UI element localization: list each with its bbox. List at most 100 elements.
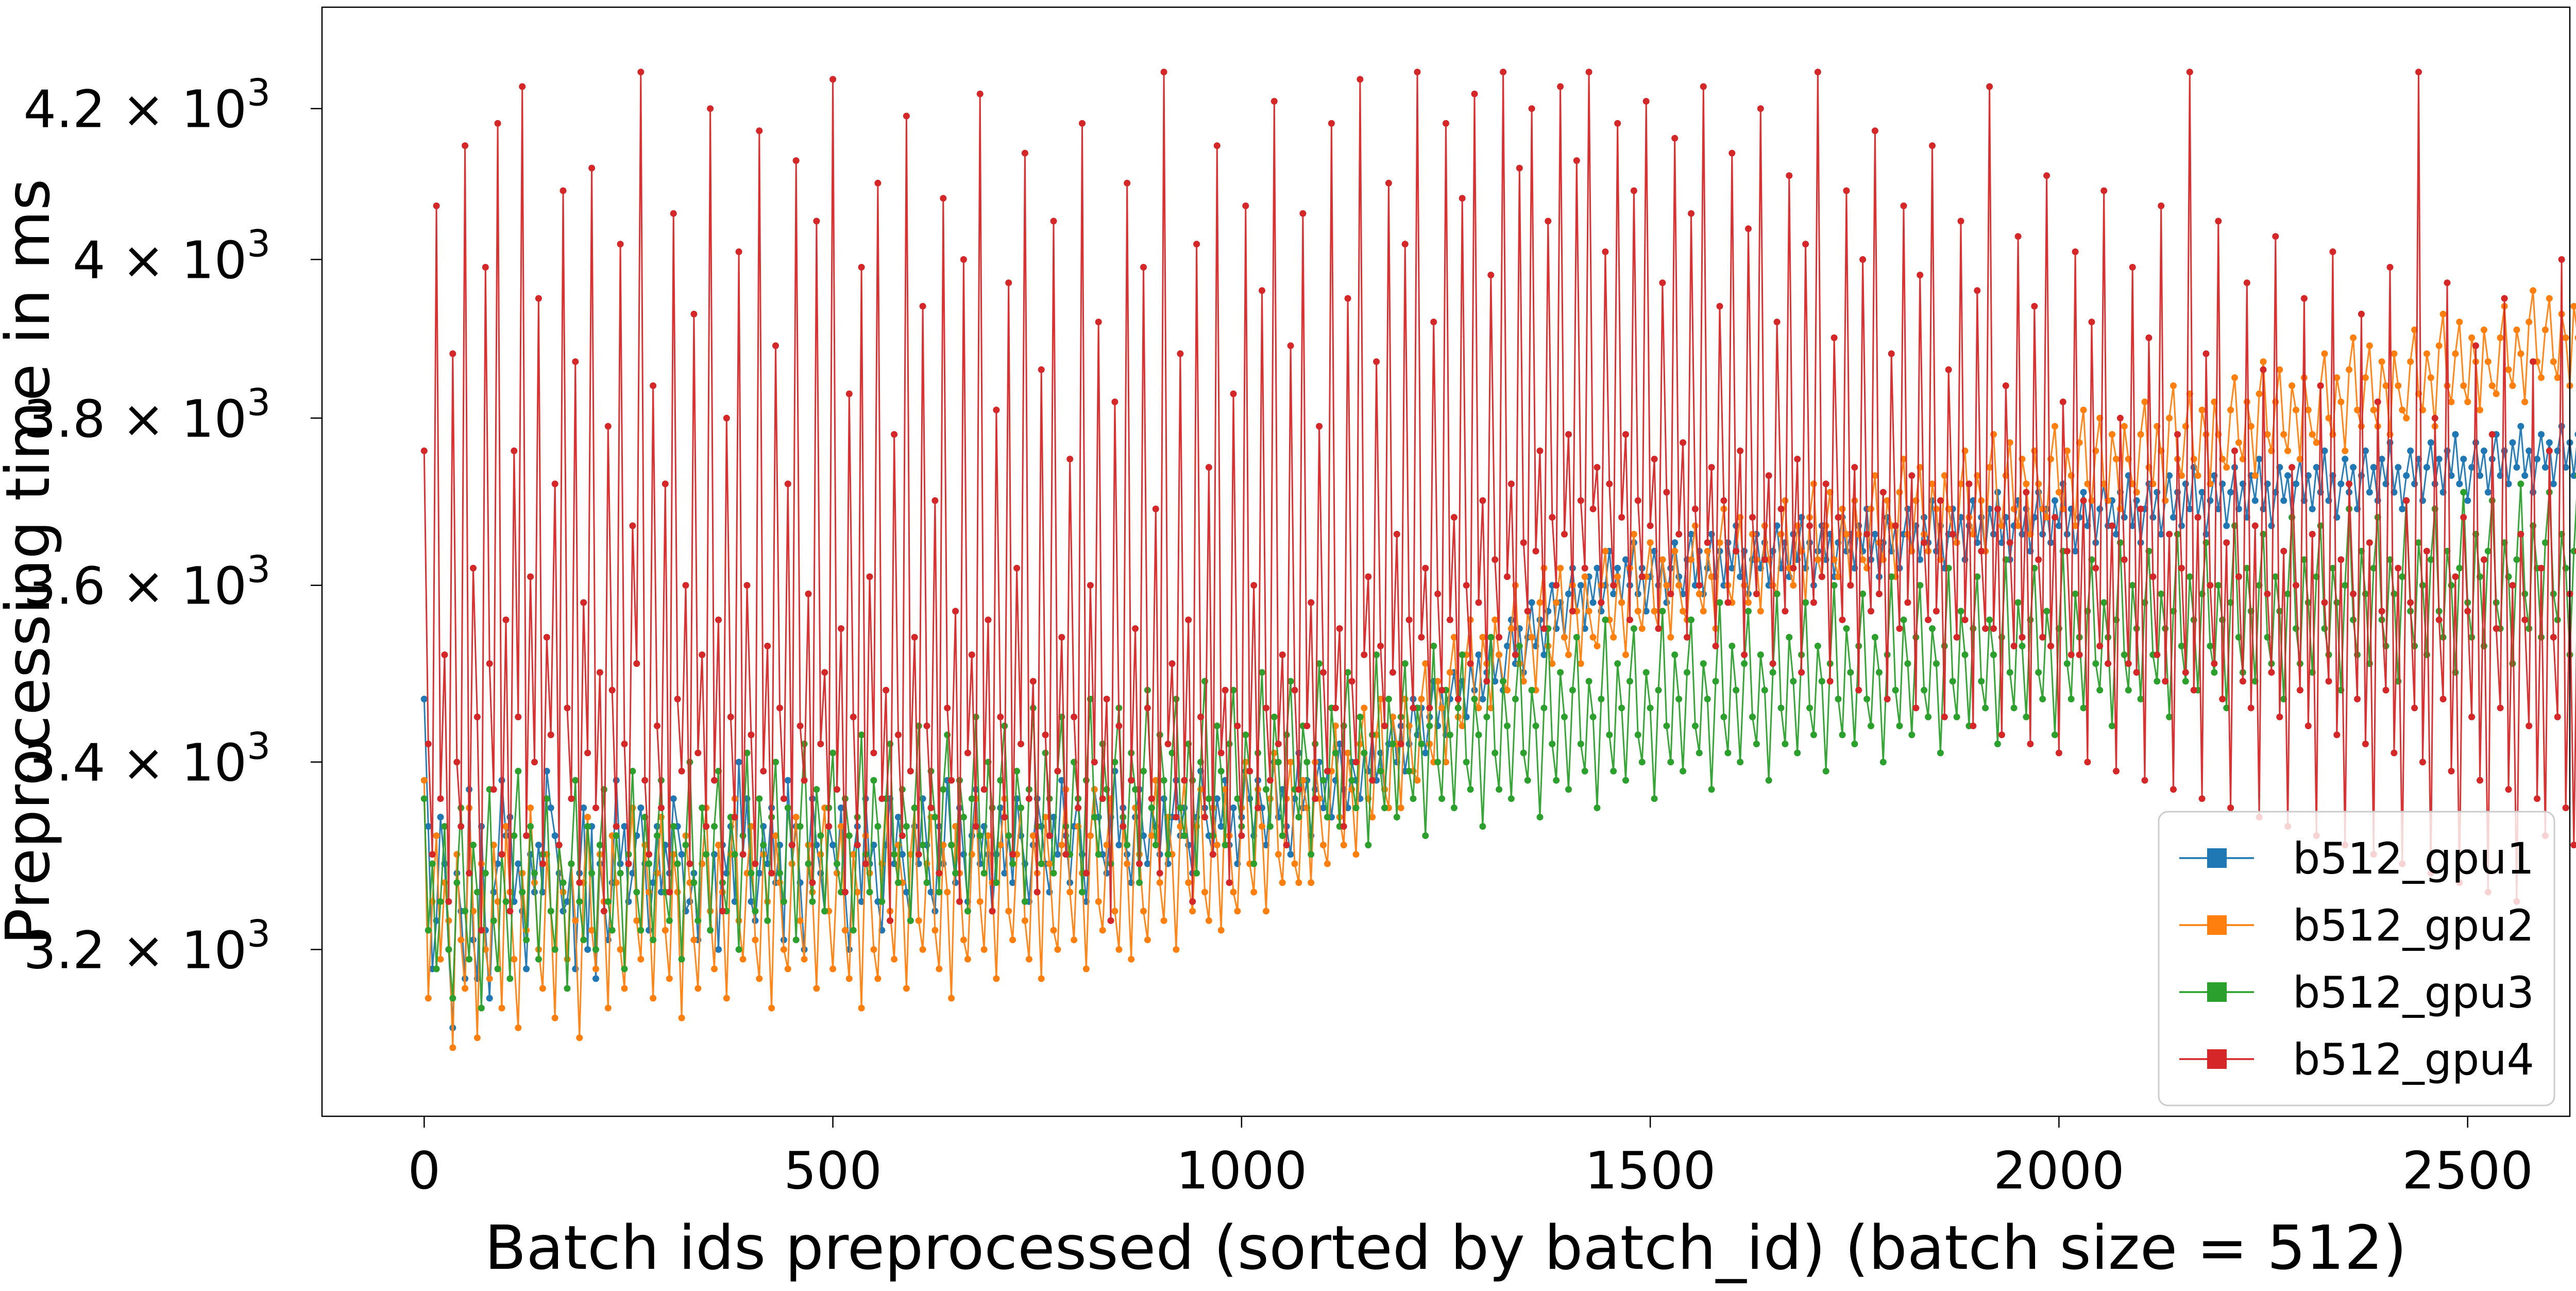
data-point: [2243, 398, 2250, 406]
data-point: [2129, 582, 2136, 589]
legend-item-b512_gpu2: b512_gpu2: [2179, 900, 2534, 951]
data-point: [1557, 564, 1564, 572]
data-point: [743, 749, 751, 757]
data-point: [1001, 869, 1008, 877]
data-point: [1467, 786, 1474, 793]
data-point: [584, 823, 591, 830]
data-point: [2570, 303, 2576, 310]
data-point: [1978, 497, 1985, 504]
data-point: [788, 842, 795, 849]
data-point: [1879, 489, 1887, 496]
data-point: [449, 1044, 456, 1051]
data-point: [2154, 678, 2161, 685]
data-point: [523, 965, 530, 973]
data-point: [608, 927, 616, 934]
data-point: [1066, 456, 1074, 463]
data-point: [1320, 669, 1327, 676]
data-point: [1115, 723, 1123, 729]
data-point: [2223, 522, 2230, 529]
data-point: [1561, 634, 1568, 641]
data-point: [2562, 804, 2569, 811]
data-point: [2235, 573, 2242, 580]
data-point: [2194, 514, 2201, 521]
data-point: [2260, 358, 2267, 365]
data-point: [2149, 514, 2157, 521]
data-point: [1565, 431, 1572, 438]
data-point: [1500, 678, 1507, 685]
data-point: [2346, 480, 2353, 488]
data-point: [2092, 564, 2099, 572]
data-point: [2505, 366, 2512, 373]
data-point: [2493, 625, 2500, 632]
data-point: [756, 795, 763, 802]
data-point: [2296, 686, 2303, 694]
data-point: [1213, 723, 1221, 729]
data-point: [2158, 590, 2165, 597]
data-point: [1038, 860, 1045, 867]
data-point: [845, 390, 853, 397]
data-point: [1385, 179, 1392, 187]
data-point: [453, 759, 461, 766]
data-point: [2215, 217, 2222, 225]
data-point: [1259, 823, 1265, 830]
data-point: [2092, 660, 2099, 667]
data-point: [1777, 506, 1785, 512]
data-point: [1443, 759, 1449, 766]
data-point: [1737, 573, 1744, 580]
data-point: [1540, 705, 1548, 712]
data-point: [1851, 464, 1858, 471]
data-point: [1205, 917, 1212, 924]
data-point: [584, 749, 591, 757]
data-point: [1058, 634, 1065, 641]
data-point: [1173, 946, 1180, 953]
data-point: [1483, 678, 1490, 685]
legend-marker: [2207, 848, 2227, 868]
data-point: [1577, 582, 1584, 589]
data-point: [1806, 522, 1813, 529]
data-point: [1217, 749, 1225, 757]
data-point: [654, 869, 660, 877]
data-point: [1079, 120, 1086, 127]
data-point: [621, 965, 628, 973]
data-point: [903, 112, 910, 120]
data-point: [1213, 142, 1221, 149]
data-point: [883, 686, 890, 694]
data-point: [502, 823, 510, 830]
data-point: [1888, 350, 1895, 357]
data-point: [633, 917, 640, 924]
data-point: [2342, 456, 2349, 463]
data-point: [1361, 651, 1368, 658]
data-point: [420, 795, 428, 802]
data-point: [637, 804, 645, 811]
data-point: [870, 777, 877, 784]
data-point: [462, 985, 469, 992]
data-point: [1018, 804, 1024, 811]
data-point: [1397, 741, 1404, 747]
data-point: [731, 814, 738, 820]
data-point: [511, 955, 518, 963]
data-point: [1868, 608, 1874, 615]
data-point: [1724, 749, 1732, 757]
data-point: [2293, 582, 2299, 589]
data-point: [2211, 669, 2218, 676]
data-point: [604, 898, 612, 905]
data-point: [2268, 669, 2275, 676]
data-point: [466, 955, 473, 963]
data-point: [1230, 804, 1237, 811]
data-point: [1728, 564, 1736, 572]
data-point: [711, 965, 718, 973]
data-point: [1099, 795, 1106, 802]
data-point: [572, 777, 579, 784]
data-point: [2280, 547, 2287, 555]
data-point: [1970, 723, 1977, 729]
data-point: [2166, 414, 2173, 422]
data-point: [470, 842, 477, 849]
legend-label: b512_gpu4: [2293, 1034, 2534, 1085]
data-point: [1540, 651, 1548, 658]
data-point: [1422, 564, 1429, 572]
data-point: [715, 842, 722, 849]
data-point: [772, 832, 779, 839]
data-point: [1291, 686, 1298, 694]
data-point: [2468, 464, 2476, 471]
data-point: [752, 860, 759, 867]
